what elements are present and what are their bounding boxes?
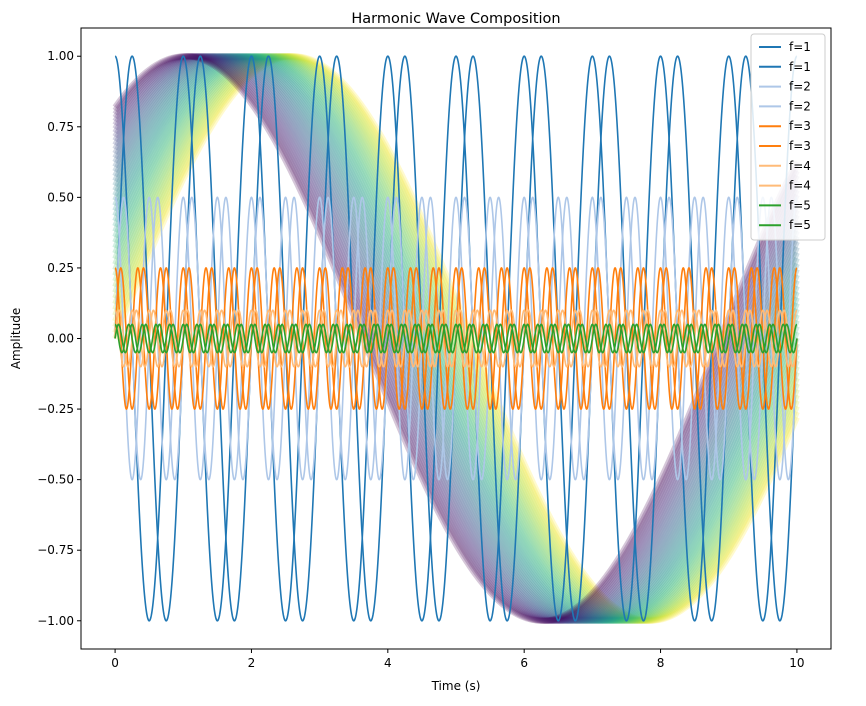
y-tick-label: 0.75 <box>47 120 74 134</box>
band-line <box>112 53 800 624</box>
y-tick-label: 0.50 <box>47 190 74 204</box>
series-line <box>114 55 798 622</box>
band-line <box>112 53 800 624</box>
band-line <box>112 53 800 624</box>
y-axis-label: Amplitude <box>9 308 23 370</box>
legend-label: f=5 <box>789 198 811 212</box>
band-line <box>112 53 800 624</box>
legend-label: f=5 <box>789 218 811 232</box>
band-line <box>112 53 800 624</box>
legend-label: f=2 <box>789 99 811 113</box>
legend-label: f=2 <box>789 80 811 94</box>
band-line <box>112 53 800 624</box>
legend-label: f=3 <box>789 139 811 153</box>
legend-label: f=1 <box>789 40 811 54</box>
band-line <box>112 53 800 624</box>
x-axis: 0 2 4 6 8 10 <box>111 649 805 670</box>
band-line <box>112 53 800 624</box>
series-line <box>114 196 798 481</box>
band-line <box>112 53 800 624</box>
band-line <box>112 53 800 624</box>
band-line <box>112 53 800 624</box>
y-tick-label: −0.25 <box>37 402 74 416</box>
band-line <box>112 53 800 624</box>
band-line <box>112 53 800 624</box>
legend-label: f=4 <box>789 179 811 193</box>
band-line <box>112 53 800 624</box>
band-line <box>112 53 800 624</box>
x-tick-label: 4 <box>384 656 392 670</box>
series-line <box>114 266 798 411</box>
y-tick-label: 0.00 <box>47 332 74 346</box>
y-tick-label: −0.75 <box>37 543 74 557</box>
y-axis: −1.00 −0.75 −0.50 −0.25 0.00 0.25 0.50 0.75 1.00 <box>37 49 81 628</box>
series-line <box>114 323 798 354</box>
band-line <box>112 53 800 624</box>
y-tick-label: 1.00 <box>47 49 74 63</box>
y-tick-label: −1.00 <box>37 614 74 628</box>
y-tick-label: −0.50 <box>37 473 74 487</box>
band-line <box>112 53 800 624</box>
series-line <box>114 323 798 354</box>
band-line <box>112 53 800 624</box>
band-line <box>112 53 800 624</box>
band-line <box>112 53 800 624</box>
legend-label: f=3 <box>789 119 811 133</box>
band-line <box>112 53 800 624</box>
x-tick-label: 10 <box>789 656 804 670</box>
band-line <box>112 53 800 624</box>
x-tick-label: 0 <box>111 656 119 670</box>
legend-label: f=1 <box>789 60 811 74</box>
x-tick-label: 8 <box>657 656 665 670</box>
band-line <box>112 53 800 624</box>
x-tick-label: 2 <box>248 656 256 670</box>
legend-label: f=4 <box>789 159 811 173</box>
legend-box <box>750 33 826 241</box>
x-axis-label: Time (s) <box>431 679 481 693</box>
band-line <box>112 53 800 624</box>
band-line <box>112 53 800 624</box>
band-line <box>112 53 800 624</box>
chart-title: Harmonic Wave Composition <box>351 11 560 27</box>
band-line <box>112 53 800 624</box>
band-line <box>112 53 800 624</box>
band-line <box>112 53 800 624</box>
x-tick-label: 6 <box>520 656 528 670</box>
series-group <box>114 55 798 622</box>
y-tick-label: 0.25 <box>47 261 74 275</box>
legend: f=1 f=1 f=2 f=2 f=3 f=3 f=4 f=4 f=5 f=5 <box>750 33 826 241</box>
band-line <box>112 53 800 624</box>
